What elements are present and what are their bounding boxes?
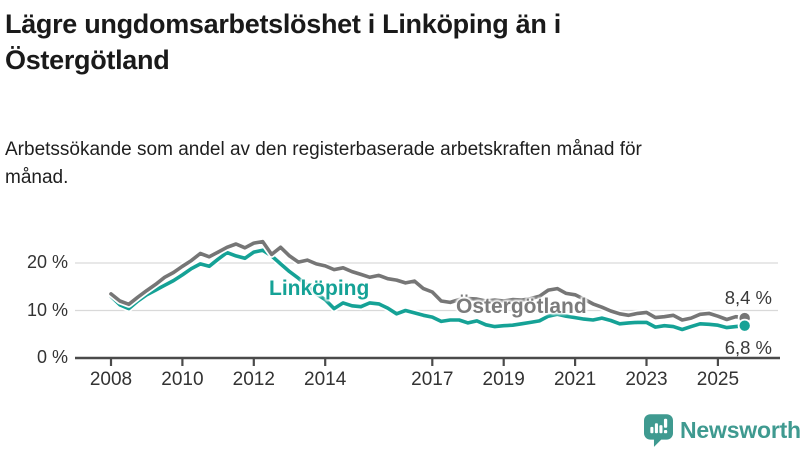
x-axis-tick-label: 2008 bbox=[89, 369, 133, 390]
x-axis-tick-label: 2019 bbox=[482, 369, 525, 390]
x-axis-tick-label: 2023 bbox=[625, 369, 668, 390]
y-axis-tick-label: 0 % bbox=[36, 347, 68, 367]
newsworthy-logo[interactable]: Newsworthy bbox=[644, 413, 800, 447]
x-axis-tick-label: 2014 bbox=[304, 369, 347, 390]
x-axis-tick-label: 2017 bbox=[411, 369, 454, 390]
chart-subtitle: Arbetssökande som andel av den registerb… bbox=[5, 139, 642, 188]
end-value-ostergotland: 8,4 % bbox=[724, 287, 772, 308]
y-axis-tick-label: 10 % bbox=[26, 299, 68, 320]
x-axis-tick-label: 2021 bbox=[553, 369, 597, 390]
x-axis-tick-label: 2010 bbox=[161, 369, 204, 390]
x-axis-tick-label: 2025 bbox=[696, 369, 740, 390]
newsworthy-logo-text: Newsworthy bbox=[680, 416, 800, 443]
series-label-ostergotland: Östergötland bbox=[456, 295, 587, 318]
end-value-linkoping: 6,8 % bbox=[724, 337, 772, 358]
newsworthy-logo-icon bbox=[644, 413, 673, 447]
y-axis-tick-label: 20 % bbox=[26, 252, 68, 272]
series-label-linkoping: Linköping bbox=[269, 277, 370, 300]
x-axis-tick-label: 2012 bbox=[232, 369, 275, 390]
page-title: Lägre ungdomsarbetslöshet i Linköping än… bbox=[5, 9, 561, 75]
